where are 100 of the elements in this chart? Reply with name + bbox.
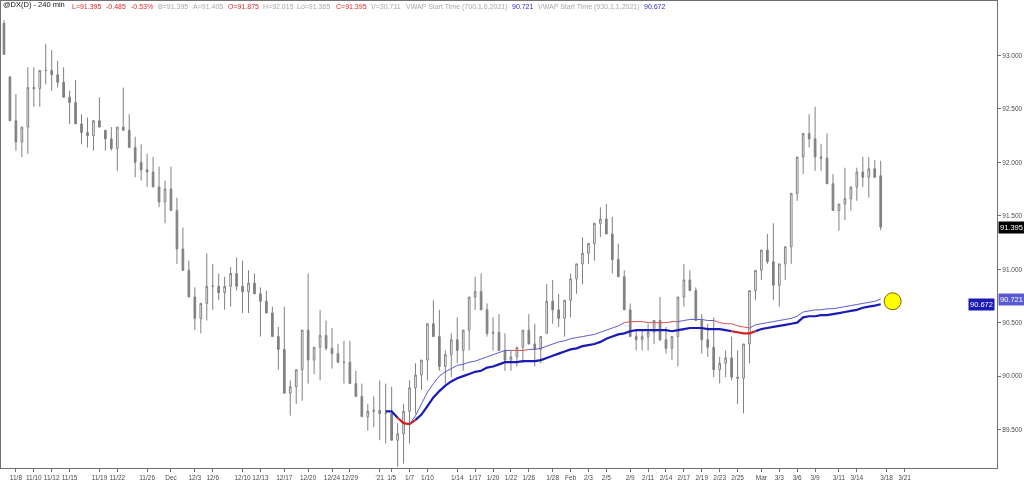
candlestick [414,362,417,414]
candlestick [110,126,113,152]
candlestick [300,329,304,402]
candlestick [438,309,441,372]
candlestick [760,249,763,281]
candlestick [14,93,18,152]
candlestick [772,222,775,301]
candlestick [68,90,71,125]
candlestick [449,332,453,378]
candlestick [658,296,662,342]
candlestick [754,269,757,301]
candlestick [706,323,710,358]
candlestick [521,329,525,364]
candlestick [569,273,572,318]
candlestick [849,186,853,211]
candlestick [694,286,698,322]
candlestick [545,283,549,334]
candlestick [26,66,30,155]
candlestick [62,66,65,98]
candlestick [50,49,54,92]
candlestick [265,290,268,314]
candlestick [288,379,292,417]
candlestick [32,66,36,108]
candlestick [873,159,877,178]
candlestick [867,156,871,199]
candlestick [360,383,364,418]
candlestick [235,256,238,292]
candlestick [664,326,668,355]
candlestick [241,260,244,314]
candlestick [557,293,560,328]
candlestick [175,197,179,265]
candlestick [748,290,751,364]
candlestick [420,359,423,391]
candlestick [390,386,393,441]
candlestick [879,160,883,231]
candlestick [199,302,203,334]
candlestick [324,320,328,351]
candlestick [139,143,143,182]
candlestick [408,379,411,444]
candlestick [700,313,704,355]
candlestick [527,313,531,345]
candlestick [491,316,495,351]
candlestick [736,349,739,405]
candlestick [229,266,232,308]
candlestick [479,273,483,311]
candlestick [366,403,370,432]
candlestick [831,173,835,211]
candlestick [193,286,197,331]
candlestick [372,395,376,428]
candlestick [766,233,769,265]
candlestick [187,260,191,298]
candlestick [271,306,274,338]
candlestick [104,129,107,152]
candlestick [599,206,602,238]
candlestick [712,316,716,378]
candlestick [44,43,48,85]
candlestick [855,167,859,202]
candlestick [789,192,793,265]
candlestick [670,336,674,361]
candlestick [336,343,340,364]
candlestick [294,369,298,405]
candlestick [306,273,310,385]
candlestick [455,316,459,364]
candlestick [396,422,399,468]
candlestick [318,309,322,381]
candlestick [819,143,823,172]
candlestick [837,203,841,232]
candlestick [378,379,382,441]
candlestick [253,273,256,295]
candlestick [503,332,507,372]
candlestick [330,327,334,370]
candlestick [551,279,555,325]
candlestick [145,153,149,188]
candlestick [127,113,131,148]
candlestick [640,329,644,351]
candlestick [616,243,620,278]
candlestick [682,263,686,308]
candlestick [467,296,471,351]
candlestick [98,96,101,128]
candlestick [38,69,42,108]
candlestick [121,87,125,131]
candlestick [342,340,346,385]
candlestick [384,383,388,444]
candlestick [724,349,727,378]
candlestick [497,313,501,351]
candlestick [86,116,89,148]
candlestick [622,269,626,311]
candlestick [217,273,221,301]
candlestick [563,299,566,338]
candlestick [801,133,805,175]
candlestick [515,346,519,367]
candlestick [205,252,209,322]
candlestick [163,180,167,224]
candlestick [593,222,596,262]
candlestick [813,106,817,172]
candlestick [605,203,608,235]
candlestick [861,156,865,188]
candlestick [402,403,405,465]
candlestick [473,276,477,311]
candlestick [151,156,155,188]
